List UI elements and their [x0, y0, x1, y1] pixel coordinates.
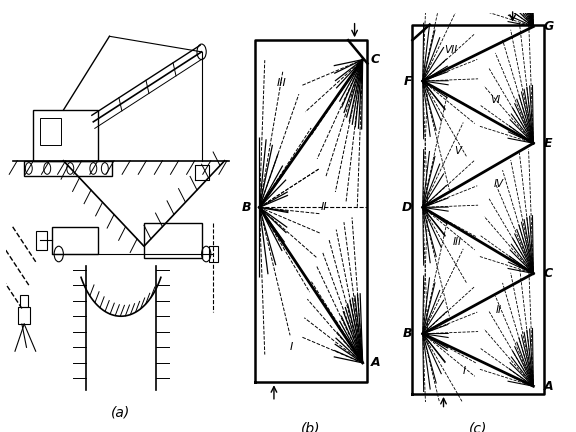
Text: A: A — [371, 356, 380, 369]
Text: A: A — [544, 380, 554, 393]
Text: I: I — [290, 342, 293, 353]
Text: C: C — [371, 53, 380, 66]
Text: B: B — [242, 201, 251, 214]
Text: IV: IV — [494, 179, 504, 189]
Text: B: B — [403, 327, 412, 340]
Bar — [52, 227, 98, 254]
Text: (c): (c) — [469, 421, 487, 432]
Bar — [40, 118, 61, 145]
Text: D: D — [402, 201, 412, 214]
Text: G: G — [544, 20, 554, 33]
Text: C: C — [544, 267, 553, 280]
Bar — [24, 161, 112, 176]
Text: I: I — [463, 365, 466, 376]
Text: II: II — [496, 305, 502, 315]
Bar — [33, 110, 98, 161]
Bar — [18, 307, 30, 324]
Text: E: E — [544, 137, 552, 150]
Text: V: V — [454, 146, 461, 156]
Text: II: II — [321, 202, 327, 213]
Bar — [20, 295, 28, 307]
Text: VII: VII — [444, 45, 457, 55]
Bar — [144, 223, 202, 258]
Bar — [36, 231, 47, 250]
Text: III: III — [453, 237, 462, 248]
Text: VI: VI — [490, 95, 501, 105]
Bar — [209, 246, 218, 262]
Text: (b): (b) — [301, 421, 321, 432]
Text: F: F — [404, 74, 412, 88]
Text: (a): (a) — [111, 406, 131, 419]
Text: III: III — [277, 78, 287, 88]
